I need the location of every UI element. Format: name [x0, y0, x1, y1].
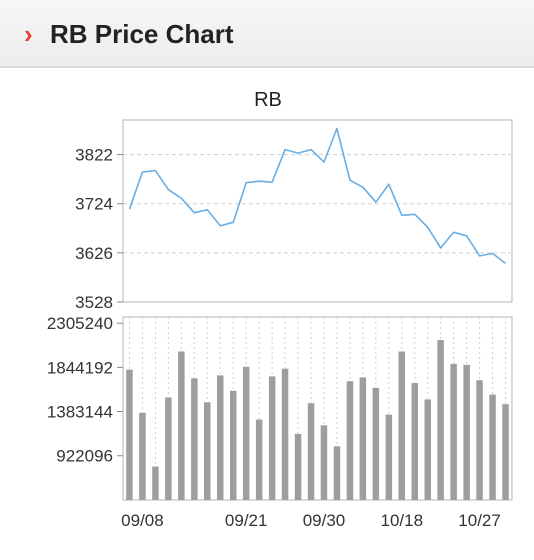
page-title: RB Price Chart [50, 19, 234, 49]
volume-bar [268, 376, 276, 500]
volume-bar [281, 368, 289, 500]
volume-bar [424, 399, 431, 500]
volume-bar [437, 340, 444, 500]
volume-bar [294, 433, 302, 500]
volume-bar [165, 397, 172, 500]
volume-bar [230, 390, 237, 500]
volume-tick-label: 1844192 [47, 358, 113, 377]
volume-bar [126, 369, 133, 500]
x-tick-label: 09/21 [225, 511, 268, 530]
volume-tick-label: 2305240 [47, 314, 113, 333]
volume-bar [476, 380, 483, 500]
volume-bar [217, 375, 224, 500]
header-bar: › RB Price Chart [0, 0, 534, 68]
volume-bar [242, 366, 250, 500]
chart-title: RB [254, 89, 282, 111]
x-tick-label: 09/30 [303, 511, 346, 530]
volume-bar [255, 419, 263, 500]
volume-bar [152, 466, 159, 500]
price-tick-label: 3528 [75, 293, 113, 312]
price-chart: RB 3822 3724 3626 3528 2305240 1844192 1383144… [47, 89, 513, 530]
volume-bar [372, 387, 380, 500]
price-tick-label: 3626 [75, 244, 113, 263]
volume-bar [178, 351, 185, 500]
volume-bar [411, 383, 418, 500]
volume-bar [359, 377, 367, 500]
volume-bar [398, 351, 405, 500]
volume-bar [333, 446, 341, 500]
volume-tick-label: 1383144 [47, 403, 113, 422]
volume-tick-label: 922096 [56, 447, 113, 466]
volume-plot-area [122, 316, 513, 501]
volume-bar [139, 412, 146, 500]
volume-bar [463, 364, 470, 500]
chevron-right-icon: › [24, 19, 33, 49]
volume-bar [385, 414, 393, 500]
x-tick-label: 10/27 [458, 511, 501, 530]
volume-bar [204, 402, 211, 500]
price-series-line [128, 127, 506, 265]
volume-bar [307, 403, 315, 500]
volume-bar [502, 404, 509, 500]
volume-bar [450, 363, 457, 500]
volume-bar [191, 378, 198, 500]
price-tick-label: 3724 [75, 195, 113, 214]
x-tick-label: 09/08 [121, 511, 164, 530]
x-tick-label: 10/18 [381, 511, 424, 530]
volume-bar [489, 394, 496, 500]
volume-bar [346, 381, 354, 500]
price-plot-area [122, 119, 513, 303]
price-tick-label: 3822 [75, 146, 113, 165]
volume-bar [320, 425, 328, 500]
